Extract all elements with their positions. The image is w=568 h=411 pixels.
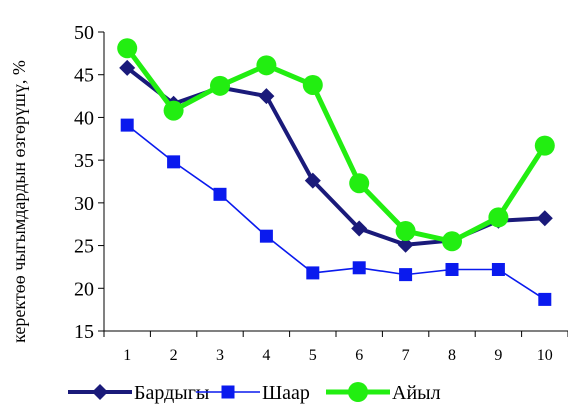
legend-label: Бардыгы	[134, 382, 209, 404]
data-point	[534, 135, 555, 156]
y-tick-label: 30	[74, 193, 94, 215]
data-point	[397, 236, 414, 253]
data-point	[395, 221, 416, 242]
legend-item-3: Айыл	[326, 382, 441, 404]
x-tick-label: 6	[355, 347, 363, 364]
series-line	[125, 46, 547, 244]
data-point	[306, 266, 320, 280]
legend-marker	[348, 382, 368, 402]
x-tick-label: 9	[494, 347, 502, 364]
y-tick-label: 35	[74, 150, 94, 172]
series-layer	[117, 38, 555, 306]
data-point	[351, 220, 368, 237]
y-tick-label: 15	[74, 321, 94, 343]
x-tick-label: 4	[262, 347, 270, 364]
x-tick-label: 8	[448, 347, 456, 364]
data-point	[304, 172, 321, 189]
x-tick-label: 2	[170, 347, 178, 364]
series-3	[117, 38, 555, 252]
y-tick-label: 40	[74, 107, 94, 129]
data-point	[399, 268, 413, 282]
data-point	[491, 262, 505, 276]
data-point	[117, 38, 138, 59]
y-tick-label: 45	[74, 65, 94, 87]
data-point	[210, 75, 230, 96]
legend-marker	[221, 385, 235, 399]
data-point	[445, 262, 459, 276]
data-point	[538, 292, 552, 306]
data-point	[259, 229, 273, 243]
x-tick-label: 1	[123, 347, 131, 364]
y-tick-label: 20	[74, 278, 94, 300]
data-point	[256, 55, 277, 76]
data-point	[352, 261, 366, 275]
data-point	[119, 59, 136, 76]
legend-marker	[92, 384, 108, 400]
y-tick-label: 25	[74, 236, 94, 258]
data-point	[536, 210, 553, 227]
data-point	[163, 100, 184, 121]
series-line	[126, 124, 546, 301]
series-line	[125, 66, 545, 247]
y-axis-label: керектөө чыгымдардын өзгөрүшү, %	[9, 60, 29, 343]
data-point	[349, 173, 370, 194]
legend-item-2: Шаар	[196, 382, 310, 404]
legend: Бардыгы Шаар Айыл	[68, 382, 441, 404]
series-2	[120, 118, 552, 306]
data-point	[302, 74, 323, 95]
x-tick-label: 5	[309, 347, 317, 364]
y-tick-label: 50	[74, 22, 94, 44]
legend-label: Шаар	[262, 382, 310, 404]
data-point	[442, 231, 462, 252]
x-tick-label: 3	[216, 347, 224, 364]
data-point	[488, 207, 509, 228]
data-point	[258, 88, 275, 105]
x-tick-label: 10	[537, 347, 553, 364]
x-tick-label: 7	[402, 347, 410, 364]
legend-label: Айыл	[392, 382, 441, 404]
data-point	[213, 187, 227, 201]
data-point	[120, 118, 134, 132]
data-point	[167, 155, 181, 169]
legend-item-1: Бардыгы	[68, 382, 209, 404]
